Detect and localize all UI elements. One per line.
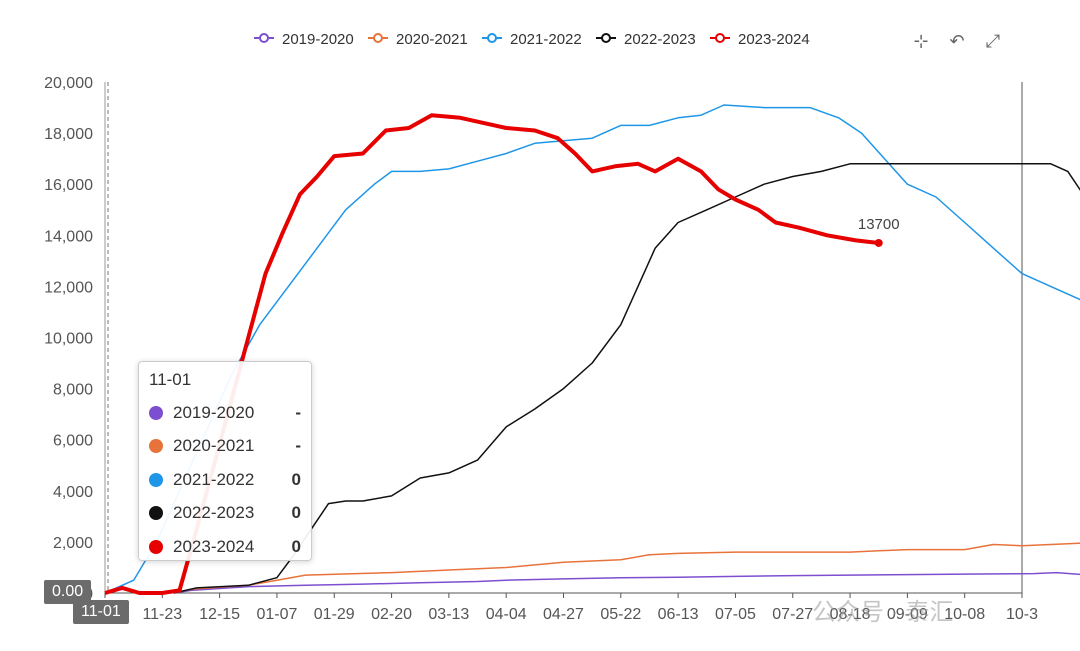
legend-label: 2020-2021 xyxy=(396,31,468,48)
legend-marker xyxy=(601,33,611,43)
chart-toolbox: ⊹ ↶ ⤢ xyxy=(910,30,1004,52)
series-line-2019-2020 xyxy=(173,571,1080,594)
legend-label: 2023-2024 xyxy=(738,31,810,48)
tooltip-series-value: 0 xyxy=(291,503,301,523)
x-tick-label: 07-05 xyxy=(715,606,756,623)
series-line-2021-2022 xyxy=(104,104,1080,594)
y-tick-label: 20,000 xyxy=(44,75,93,92)
x-tick-label: 05-22 xyxy=(600,606,641,623)
y-tick-label: 14,000 xyxy=(44,228,93,245)
y-tick-label: 18,000 xyxy=(44,126,93,143)
x-tick-label: 11-23 xyxy=(142,606,182,623)
legend-label: 2021-2022 xyxy=(510,31,582,48)
watermark: 公众号 · 泰汇 xyxy=(812,599,954,626)
tooltip-dot-icon xyxy=(149,439,163,454)
end-point-label: 13700 xyxy=(858,216,900,233)
tooltip-series-value: 0 xyxy=(291,469,301,489)
tooltip-row: 2022-2023 0 xyxy=(149,497,301,531)
x-tick-label: 06-13 xyxy=(658,606,699,623)
chart-tooltip: 11-01 2019-2020-2020-2021-2021-2022 0 2022… xyxy=(138,361,312,561)
legend-label: 2022-2023 xyxy=(624,31,696,48)
tooltip-series-name: 2020-2021 xyxy=(173,436,255,456)
axis-pointer-x-label: 11-01 xyxy=(73,600,129,624)
x-tick-label: 10-08 xyxy=(944,606,985,623)
end-point-marker xyxy=(874,238,883,247)
x-tick-label: 10-3 xyxy=(1006,606,1038,623)
tooltip-row: 2020-2021 - xyxy=(149,430,301,464)
x-tick-label: 02-20 xyxy=(371,606,412,623)
tooltip-series-value: - xyxy=(295,402,301,422)
x-tick-label: 01-29 xyxy=(314,606,355,623)
legend-marker xyxy=(259,33,269,43)
x-tick-label: 03-13 xyxy=(428,606,469,623)
tooltip-dot-icon xyxy=(149,405,163,420)
tooltip-series-name: 2019-2020 xyxy=(173,402,255,422)
tooltip-series-name: 2021-2022 xyxy=(173,469,255,489)
y-tick-label: 10,000 xyxy=(44,331,93,348)
x-tick-label: 08-18 xyxy=(830,606,871,623)
series-line-2022-2023 xyxy=(173,163,1080,594)
tooltip-row: 2023-2024 0 xyxy=(149,530,301,564)
legend-marker xyxy=(715,33,725,43)
tooltip-row: 2021-2022 0 xyxy=(149,463,301,497)
y-tick-label: 6,000 xyxy=(53,433,93,450)
tooltip-dot-icon xyxy=(149,472,163,487)
legend-label: 2019-2020 xyxy=(282,31,354,48)
y-tick-label: 16,000 xyxy=(44,177,93,194)
fullscreen-icon[interactable]: ⤢ xyxy=(985,31,1001,51)
chart-legend: 2019-2020 2020-2021 2021-2022 2022-2023 2023… xyxy=(254,31,810,48)
chart-axes: 0.00 2,000 4,000 6,000 8,000 10,000 12,000 14,0… xyxy=(44,75,1038,623)
legend-marker xyxy=(373,33,383,43)
y-tick-label: 8,000 xyxy=(53,382,93,399)
series-line-2020-2021 xyxy=(173,542,1080,594)
y-tick-label: 4,000 xyxy=(53,484,93,501)
x-tick-label: 07-27 xyxy=(772,606,813,623)
tooltip-series-value: - xyxy=(295,436,301,456)
y-tick-label: 2,000 xyxy=(53,535,93,552)
tooltip-title: 11-01 xyxy=(149,370,192,389)
legend-marker xyxy=(487,33,497,43)
tooltip-series-name: 2022-2023 xyxy=(173,503,255,523)
tooltip-dot-icon xyxy=(149,506,163,521)
zoom-reset-icon[interactable]: ↶ xyxy=(949,31,965,51)
zoom-icon[interactable]: ⊹ xyxy=(913,31,929,51)
x-tick-label: 01-07 xyxy=(256,606,297,623)
y-tick-label: 12,000 xyxy=(44,279,93,296)
x-tick-label: 04-04 xyxy=(486,606,527,623)
tooltip-row: 2019-2020 - xyxy=(149,396,301,430)
tooltip-dot-icon xyxy=(149,539,163,554)
x-tick-label: 12-15 xyxy=(199,606,240,623)
tooltip-series-value: 0 xyxy=(291,536,301,556)
chart-annotations: 13700 xyxy=(858,216,900,247)
x-tick-label: 09-09 xyxy=(887,606,928,623)
x-tick-label: 04-27 xyxy=(543,606,584,623)
tooltip-series-name: 2023-2024 xyxy=(173,536,255,556)
axis-pointer-y-label: 0.00 xyxy=(44,580,92,604)
